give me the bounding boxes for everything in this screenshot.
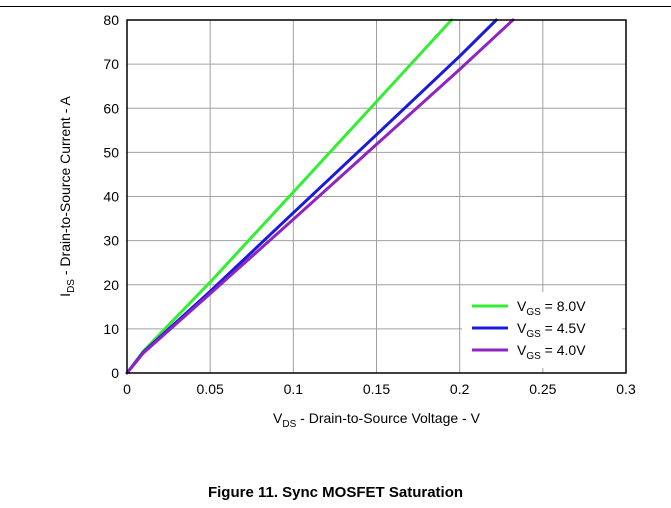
x-tick-label: 0.25 [529,381,556,397]
x-tick-label: 0.2 [450,381,470,397]
y-tick-label: 20 [103,277,119,293]
legend-entry-rest: = 4.5V [541,320,586,336]
top-rule [0,6,671,7]
x-tick-labels: 0 0.05 0.1 0.15 0.2 0.25 0.3 [123,381,636,397]
x-axis-label: VDS - Drain-to-Source Voltage - V [273,410,481,430]
y-tick-label: 50 [103,144,119,160]
legend-entry-main: V [517,298,527,314]
legend-entry: VGS = 4.5V [517,320,586,340]
legend-entry-rest: = 4.0V [541,342,586,358]
x-tick-label: 0.05 [197,381,224,397]
series-lines [125,18,515,375]
y-tick-label: 0 [111,365,119,381]
x-tick-label: 0.15 [363,381,390,397]
legend-entry: VGS = 8.0V [517,298,586,318]
legend-entry-sub: GS [526,307,541,318]
legend-entry-sub: GS [526,351,541,362]
plot-frame [126,19,627,374]
x-tick-label: 0 [123,381,131,397]
y-tick-labels: 0 10 20 30 40 50 60 70 80 [103,12,119,381]
y-tick-label: 60 [103,100,119,116]
y-tick-label: 40 [103,189,119,205]
y-axis-label-sub: DS [66,279,77,293]
legend-entry-main: V [517,320,527,336]
x-tick-label: 0.1 [284,381,304,397]
x-axis-label-main: V [273,410,283,426]
legend-entry-sub: GS [526,329,541,340]
x-tick-label: 0.3 [616,381,636,397]
y-tick-label: 10 [103,321,119,337]
series-line [125,18,515,375]
y-tick-label: 80 [103,12,119,28]
legend-entry: VGS = 4.0V [517,342,586,362]
saturation-chart: 0 0.05 0.1 0.15 0.2 0.25 0.3 0 10 20 30 40 50 60 70 80… [57,12,636,430]
x-axis-label-sub: DS [282,419,296,430]
y-tick-label: 70 [103,56,119,72]
y-axis-label-rest: - Drain-to-Source Current - A [57,96,73,279]
y-axis-label: IDS - Drain-to-Source Current - A [57,96,77,297]
y-axis-label-main: I [57,293,73,297]
figure-caption: Figure 11. Sync MOSFET Saturation [207,484,464,501]
y-tick-label: 30 [103,233,119,249]
x-axis-label-rest: - Drain-to-Source Voltage - V [296,410,480,426]
legend-entry-main: V [517,342,527,358]
legend-entry-rest: = 8.0V [541,298,586,314]
